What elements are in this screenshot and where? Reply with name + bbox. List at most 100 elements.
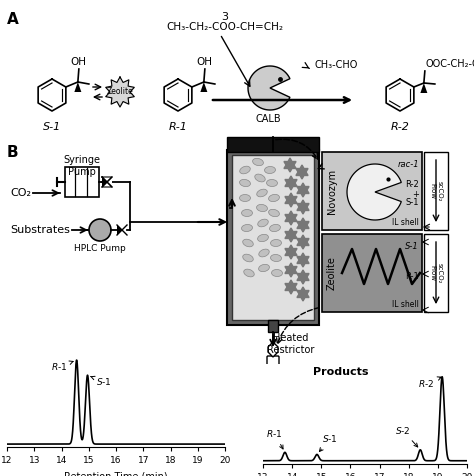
Polygon shape	[285, 245, 297, 259]
Ellipse shape	[243, 254, 253, 262]
FancyBboxPatch shape	[227, 137, 319, 152]
Polygon shape	[297, 235, 309, 249]
Ellipse shape	[253, 159, 264, 166]
Ellipse shape	[259, 249, 269, 257]
Ellipse shape	[269, 194, 280, 202]
FancyBboxPatch shape	[322, 234, 422, 312]
X-axis label: Retention Time (min): Retention Time (min)	[64, 471, 168, 476]
FancyBboxPatch shape	[227, 150, 319, 325]
Text: CH₃-CHO: CH₃-CHO	[315, 60, 358, 70]
Ellipse shape	[242, 225, 253, 231]
Text: CH₃-CH₂-COO-CH=CH₂: CH₃-CH₂-COO-CH=CH₂	[166, 22, 283, 32]
Text: CALB: CALB	[255, 114, 281, 124]
Polygon shape	[297, 253, 309, 267]
Ellipse shape	[239, 195, 250, 201]
Ellipse shape	[259, 264, 269, 272]
Text: HPLC Pump: HPLC Pump	[74, 244, 126, 253]
Text: R-2: R-2	[391, 122, 410, 132]
Text: IL shell: IL shell	[392, 218, 419, 227]
Polygon shape	[297, 270, 309, 284]
Polygon shape	[268, 342, 278, 357]
Polygon shape	[285, 263, 297, 277]
Text: S-1: S-1	[43, 122, 61, 132]
FancyBboxPatch shape	[267, 356, 279, 398]
Polygon shape	[284, 158, 296, 172]
Text: Novozym: Novozym	[327, 169, 337, 214]
Text: $R$-2: $R$-2	[418, 377, 441, 389]
Polygon shape	[297, 287, 309, 301]
Ellipse shape	[269, 209, 279, 217]
Text: $S$-1: $S$-1	[319, 433, 338, 451]
Text: IL shell: IL shell	[392, 300, 419, 309]
Ellipse shape	[240, 166, 250, 174]
Polygon shape	[74, 82, 82, 92]
Text: R-1: R-1	[405, 272, 419, 281]
Text: scCO₂
Flow: scCO₂ Flow	[429, 181, 443, 201]
Polygon shape	[420, 83, 428, 93]
Polygon shape	[285, 211, 297, 225]
Ellipse shape	[241, 209, 253, 217]
Text: CO₂: CO₂	[10, 188, 31, 198]
Polygon shape	[269, 377, 277, 391]
Ellipse shape	[244, 269, 254, 277]
Polygon shape	[248, 66, 290, 110]
Ellipse shape	[239, 179, 250, 187]
Text: OH: OH	[71, 57, 87, 67]
Text: B: B	[7, 145, 18, 160]
Circle shape	[89, 219, 111, 241]
Text: OOC-CH₂-CH₃: OOC-CH₂-CH₃	[426, 59, 474, 69]
Polygon shape	[106, 77, 134, 107]
Text: $S$-2: $S$-2	[395, 425, 418, 447]
Polygon shape	[285, 193, 297, 207]
Ellipse shape	[257, 189, 267, 197]
Ellipse shape	[271, 255, 282, 261]
FancyBboxPatch shape	[268, 320, 278, 332]
Text: Zeolite: Zeolite	[327, 256, 337, 290]
Text: scCO₂
Flow: scCO₂ Flow	[429, 263, 443, 283]
Polygon shape	[201, 82, 207, 92]
Ellipse shape	[243, 239, 253, 247]
FancyBboxPatch shape	[424, 234, 448, 312]
Polygon shape	[297, 183, 309, 197]
FancyBboxPatch shape	[424, 152, 448, 230]
Text: $S$-1: $S$-1	[91, 377, 112, 387]
Polygon shape	[285, 228, 297, 242]
Polygon shape	[102, 177, 107, 187]
Ellipse shape	[272, 269, 283, 277]
FancyBboxPatch shape	[65, 167, 99, 197]
Polygon shape	[285, 280, 297, 294]
Text: R-2: R-2	[405, 180, 419, 189]
Ellipse shape	[257, 234, 268, 242]
Ellipse shape	[256, 204, 267, 211]
Text: S-1: S-1	[405, 242, 419, 251]
Text: Substrates: Substrates	[10, 225, 70, 235]
Text: +: +	[412, 190, 419, 199]
FancyBboxPatch shape	[232, 155, 314, 320]
Text: OH: OH	[197, 57, 213, 67]
Text: Products: Products	[313, 367, 368, 377]
Ellipse shape	[255, 174, 265, 182]
Ellipse shape	[264, 167, 275, 174]
Text: Heated
Restrictor: Heated Restrictor	[267, 333, 315, 355]
Text: rac-1: rac-1	[397, 160, 419, 169]
Ellipse shape	[258, 219, 268, 227]
Polygon shape	[117, 225, 122, 235]
Polygon shape	[347, 164, 401, 220]
Text: R-1: R-1	[169, 122, 187, 132]
Ellipse shape	[270, 224, 281, 232]
Polygon shape	[285, 176, 297, 190]
Ellipse shape	[266, 179, 277, 187]
Polygon shape	[296, 165, 308, 179]
FancyBboxPatch shape	[322, 152, 422, 230]
Text: $R$-1: $R$-1	[51, 361, 73, 372]
Text: A: A	[7, 12, 19, 27]
Polygon shape	[297, 200, 309, 214]
Polygon shape	[107, 177, 112, 187]
Text: S-1: S-1	[405, 198, 419, 207]
Text: 3: 3	[221, 12, 228, 22]
Text: Syringe
Pump: Syringe Pump	[64, 155, 100, 177]
Text: $R$-1: $R$-1	[266, 428, 283, 449]
Polygon shape	[297, 218, 309, 232]
Ellipse shape	[271, 239, 282, 247]
Text: Zeolite: Zeolite	[107, 88, 133, 97]
